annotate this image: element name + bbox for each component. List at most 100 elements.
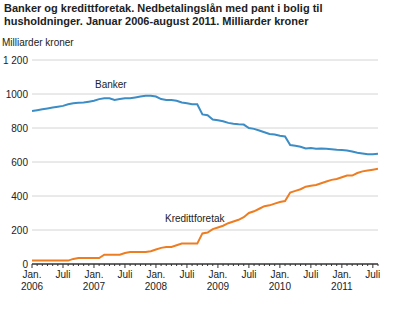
grid-line bbox=[32, 128, 378, 129]
x-tick bbox=[181, 264, 182, 266]
x-tick-label-line: 2011 bbox=[331, 281, 353, 292]
title-line: husholdninger. Januar 2006-august 2011. … bbox=[4, 15, 309, 27]
y-label: Milliarder kroner bbox=[2, 37, 74, 48]
x-tick bbox=[109, 264, 110, 266]
x-tick bbox=[47, 264, 48, 266]
x-tick bbox=[135, 264, 136, 266]
x-tick bbox=[145, 264, 146, 266]
x-tick-label: Jan.2011 bbox=[331, 269, 353, 292]
x-tick bbox=[73, 264, 74, 266]
x-tick-label-line: Jan. bbox=[85, 269, 104, 280]
x-tick-label: Jan.2007 bbox=[83, 269, 106, 292]
x-tick bbox=[119, 264, 120, 266]
x-tick bbox=[233, 264, 234, 266]
x-tick bbox=[130, 264, 131, 266]
x-tick bbox=[202, 264, 203, 266]
x-tick-label-line: Jan. bbox=[208, 269, 227, 280]
x-tick bbox=[192, 264, 193, 266]
x-tick bbox=[305, 264, 306, 266]
y-tick-label: 400 bbox=[11, 191, 28, 202]
x-tick bbox=[114, 264, 115, 266]
x-tick bbox=[238, 264, 239, 266]
x-tick-label: Juli bbox=[303, 269, 318, 280]
plot-area bbox=[32, 96, 378, 261]
x-tick bbox=[88, 264, 89, 266]
x-tick bbox=[378, 264, 379, 266]
title-line: Banker og kredittforetak. Nedbetalingslå… bbox=[4, 2, 322, 14]
x-tick bbox=[68, 264, 69, 266]
x-tick bbox=[207, 264, 208, 266]
x-tick bbox=[42, 264, 43, 266]
x-tick bbox=[176, 264, 177, 266]
x-tick bbox=[140, 264, 141, 266]
x-tick-label-line: Jan. bbox=[146, 269, 165, 280]
grid-line bbox=[32, 196, 378, 197]
x-tick-label-line: Juli bbox=[55, 269, 70, 280]
series-line bbox=[32, 96, 378, 155]
y-tick-label: 0 bbox=[22, 259, 28, 270]
x-tick-label-line: Juli bbox=[179, 269, 194, 280]
title: Banker og kredittforetak. Nedbetalingslå… bbox=[4, 2, 322, 27]
x-tick bbox=[274, 264, 275, 266]
x-tick bbox=[259, 264, 260, 266]
x-tick bbox=[243, 264, 244, 266]
x-tick bbox=[295, 264, 296, 266]
x-tick bbox=[300, 264, 301, 266]
x-tick bbox=[321, 264, 322, 266]
x-tick bbox=[217, 264, 218, 268]
x-tick-label-line: Jan. bbox=[270, 269, 289, 280]
x-tick bbox=[316, 264, 317, 266]
x-tick bbox=[186, 264, 187, 268]
x-tick bbox=[228, 264, 229, 266]
grid-line bbox=[32, 230, 378, 231]
x-tick bbox=[197, 264, 198, 266]
x-tick bbox=[254, 264, 255, 266]
series-label: Banker bbox=[95, 79, 127, 90]
x-tick-label-line: Juli bbox=[117, 269, 132, 280]
x-tick bbox=[171, 264, 172, 266]
x-tick bbox=[326, 264, 327, 266]
x-tick bbox=[279, 264, 280, 268]
x-tick-label-line: Jan. bbox=[332, 269, 351, 280]
x-tick bbox=[357, 264, 358, 266]
x-tick bbox=[37, 264, 38, 266]
y-tick-label: 600 bbox=[11, 157, 28, 168]
x-tick bbox=[62, 264, 63, 268]
y-tick-label: 800 bbox=[11, 123, 28, 134]
x-tick-label: Juli bbox=[365, 269, 380, 280]
grid-line bbox=[32, 60, 378, 61]
grid-line bbox=[32, 162, 378, 163]
x-tick bbox=[285, 264, 286, 266]
x-tick bbox=[223, 264, 224, 266]
x-tick bbox=[367, 264, 368, 266]
x-tick-label-line: 2009 bbox=[207, 281, 230, 292]
x-tick bbox=[347, 264, 348, 266]
x-tick bbox=[331, 264, 332, 266]
x-tick bbox=[57, 264, 58, 266]
x-tick-label-line: Juli bbox=[241, 269, 256, 280]
y-tick-label: 1 200 bbox=[3, 55, 28, 66]
x-tick-label-line: Juli bbox=[303, 269, 318, 280]
x-tick-label: Jan.2006 bbox=[21, 269, 44, 292]
x-tick bbox=[310, 264, 311, 268]
x-tick bbox=[336, 264, 337, 266]
x-tick bbox=[124, 264, 125, 268]
x-tick-label: Jan.2009 bbox=[207, 269, 230, 292]
x-tick-label: Jan.2008 bbox=[145, 269, 168, 292]
x-tick bbox=[212, 264, 213, 266]
x-tick bbox=[166, 264, 167, 266]
series-line bbox=[32, 169, 378, 261]
chart: Banker og kredittforetak. Nedbetalingslå… bbox=[0, 0, 400, 320]
x-tick-label: Juli bbox=[117, 269, 132, 280]
x-tick bbox=[155, 264, 156, 268]
x-tick bbox=[99, 264, 100, 266]
x-tick bbox=[269, 264, 270, 266]
x-tick bbox=[290, 264, 291, 266]
x-tick bbox=[161, 264, 162, 266]
x-tick-label: Juli bbox=[241, 269, 256, 280]
x-tick bbox=[372, 264, 373, 268]
x-tick bbox=[52, 264, 53, 266]
x-tick-label: Juli bbox=[179, 269, 194, 280]
x-tick bbox=[78, 264, 79, 266]
grid-line bbox=[32, 94, 378, 95]
